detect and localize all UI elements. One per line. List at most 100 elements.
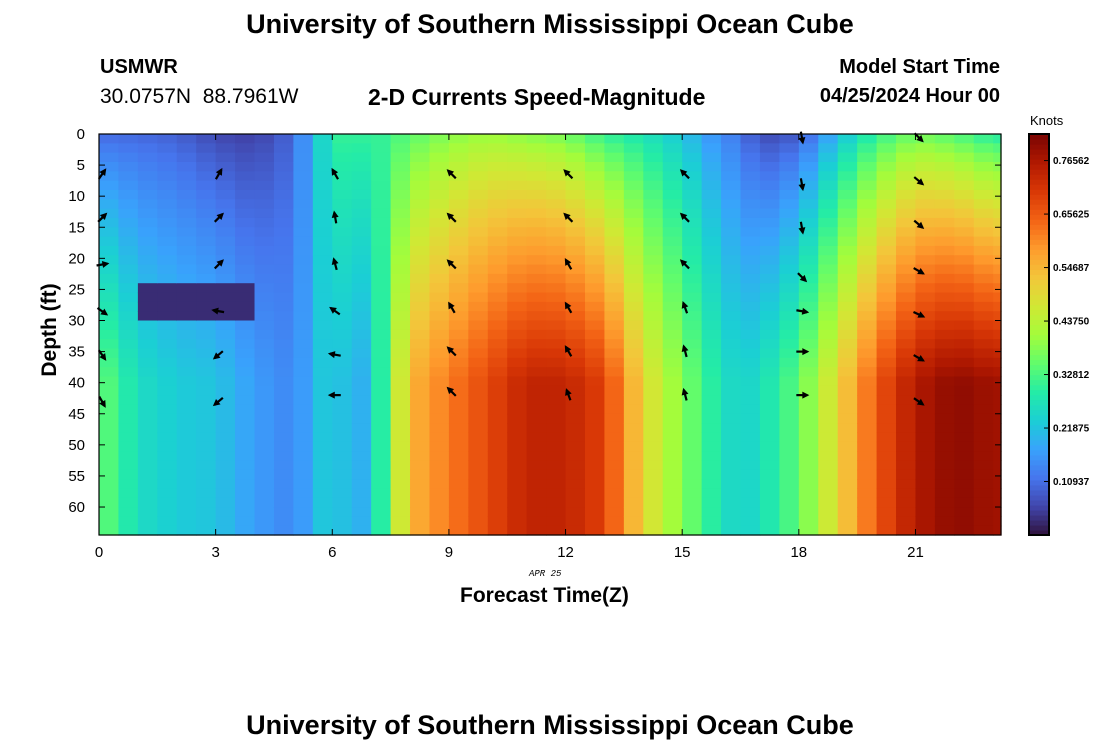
current-vector-arrow	[681, 387, 689, 401]
current-vector-arrow	[679, 169, 690, 180]
heatmap-cell	[701, 283, 722, 294]
heatmap-cell	[293, 488, 314, 499]
heatmap-cell	[410, 423, 431, 434]
heatmap-cell	[623, 460, 644, 471]
colorbar-band	[1029, 494, 1049, 501]
heatmap-cell	[818, 395, 839, 406]
heatmap-cell	[682, 292, 703, 303]
heatmap-cell	[507, 161, 528, 172]
heatmap-cell	[429, 320, 450, 331]
heatmap-cell	[643, 255, 664, 266]
heatmap-cell	[584, 339, 606, 350]
heatmap-cell	[604, 134, 625, 144]
heatmap-cell	[759, 516, 780, 527]
heatmap-cell	[973, 488, 994, 499]
heatmap-cell	[837, 171, 858, 182]
heatmap-cell	[740, 469, 761, 480]
heatmap-cell	[604, 143, 625, 154]
heatmap-cell	[818, 357, 839, 368]
heatmap-cell	[546, 357, 567, 368]
heatmap-cell	[176, 171, 197, 182]
colorbar-band	[1029, 369, 1049, 376]
heatmap-cell	[818, 264, 839, 275]
heatmap-cell	[662, 488, 683, 499]
colorbar-band	[1029, 149, 1049, 155]
heatmap-cell	[157, 385, 178, 396]
heatmap-cell	[410, 441, 431, 452]
heatmap-cell	[351, 507, 372, 517]
heatmap-cell	[487, 292, 508, 303]
heatmap-cell	[740, 283, 761, 294]
heatmap-cell	[565, 516, 586, 527]
heatmap-cell	[915, 451, 936, 461]
colorbar-band	[1029, 409, 1049, 416]
heatmap-cell	[604, 217, 625, 228]
heatmap-cell	[701, 395, 722, 406]
heatmap-cell	[448, 199, 469, 210]
heatmap-cell	[565, 143, 586, 154]
heatmap-cell	[487, 264, 508, 275]
heatmap-cell	[584, 413, 606, 424]
heatmap-cell	[682, 432, 703, 443]
heatmap-cell	[759, 143, 780, 154]
heatmap-cell	[390, 273, 411, 284]
heatmap-cell	[118, 525, 139, 536]
heatmap-cell	[351, 479, 372, 489]
station-coordinates: 30.0757N 88.7961W	[100, 85, 299, 108]
heatmap-cell	[235, 348, 256, 359]
heatmap-cell	[604, 404, 625, 415]
heatmap-cell	[604, 385, 625, 396]
heatmap-cell	[176, 432, 197, 443]
heatmap-cell	[857, 516, 878, 527]
heatmap-cell	[487, 245, 508, 256]
heatmap-cell	[876, 367, 897, 378]
heatmap-cell	[721, 217, 742, 228]
heatmap-cell	[351, 134, 372, 144]
heatmap-cell	[312, 171, 333, 182]
heatmap-cell	[837, 264, 858, 275]
heatmap-cell	[915, 423, 936, 434]
heatmap-cell	[837, 311, 858, 322]
heatmap-cell	[390, 404, 411, 415]
heatmap-cell	[410, 273, 431, 284]
heatmap-cell	[118, 479, 139, 489]
heatmap-cell	[371, 208, 392, 219]
heatmap-cell	[526, 497, 547, 508]
heatmap-cell	[623, 404, 644, 415]
heatmap-cell	[196, 469, 217, 480]
heatmap-cell	[273, 245, 294, 256]
heatmap-cell	[643, 236, 664, 247]
colorbar-band	[1029, 389, 1049, 396]
heatmap-cell	[468, 469, 489, 480]
heatmap-cell	[99, 171, 120, 182]
colorbar-band	[1029, 154, 1049, 160]
heatmap-cell	[176, 395, 197, 406]
heatmap-cell	[837, 245, 858, 256]
heatmap-cell	[857, 255, 878, 266]
heatmap-cell	[565, 264, 586, 275]
current-vector-arrow	[796, 391, 810, 399]
heatmap-cell	[682, 339, 703, 350]
heatmap-cell	[798, 143, 819, 154]
heatmap-cell	[662, 227, 683, 238]
heatmap-cell	[740, 180, 761, 191]
heatmap-cell	[468, 404, 489, 415]
heatmap-cell	[973, 525, 994, 536]
heatmap-cell	[973, 301, 994, 312]
heatmap-cell	[857, 245, 878, 256]
heatmap-cell	[662, 525, 683, 536]
heatmap-cell	[934, 376, 955, 387]
heatmap-cell	[837, 320, 858, 331]
heatmap-cell	[215, 199, 236, 210]
heatmap-cell	[876, 488, 897, 499]
heatmap-cell	[293, 217, 314, 228]
heatmap-cell	[779, 208, 800, 219]
heatmap-cell	[721, 236, 742, 247]
heatmap-cell	[526, 339, 547, 350]
heatmap-cell	[157, 395, 178, 406]
heatmap-cell	[721, 273, 742, 284]
heatmap-cell	[215, 460, 236, 471]
heatmap-cell	[273, 525, 294, 536]
current-vector-arrow	[798, 131, 806, 145]
heatmap-cell	[934, 329, 955, 340]
